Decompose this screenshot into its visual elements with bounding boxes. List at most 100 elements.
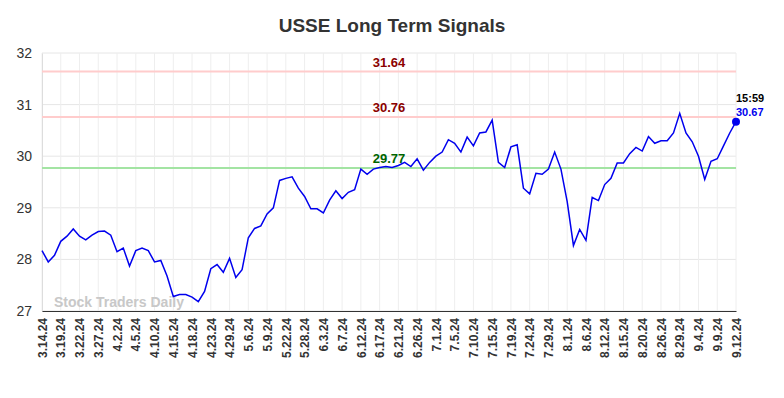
x-tick: 5.6.24 <box>242 311 256 351</box>
x-tick-label: 5.9.24 <box>261 318 275 352</box>
x-tick: 7.29.24 <box>542 311 556 358</box>
reference-label: 30.76 <box>373 100 406 115</box>
x-tick-label: 6.21.24 <box>392 318 406 358</box>
grid-line-x <box>285 53 286 311</box>
y-axis-line <box>42 54 43 312</box>
grid-line-x <box>135 53 136 311</box>
y-tick: 28 <box>16 251 42 267</box>
grid-line-x <box>548 53 549 311</box>
x-tick: 6.3.24 <box>317 311 331 351</box>
x-tick-label: 5.22.24 <box>280 318 294 358</box>
x-tick: 7.19.24 <box>505 311 519 358</box>
x-tick-label: 3.19.24 <box>54 318 68 358</box>
x-tick-label: 7.5.24 <box>448 318 462 352</box>
x-tick-label: 8.26.24 <box>655 318 669 358</box>
reference-line <box>42 71 736 73</box>
x-tick-label: 3.27.24 <box>92 318 106 358</box>
x-tick-label: 3.14.24 <box>36 318 50 358</box>
reference-line <box>42 116 736 118</box>
y-tick: 27 <box>16 303 42 319</box>
x-tick-label: 9.12.24 <box>730 318 744 358</box>
y-tick-label: 28 <box>16 251 32 267</box>
y-tick: 29 <box>16 200 42 216</box>
x-tick-label: 7.1.24 <box>430 318 444 352</box>
y-tick-label: 27 <box>16 303 32 319</box>
last-point <box>732 118 740 126</box>
grid-line-x <box>154 53 155 311</box>
grid-line-x <box>379 53 380 311</box>
grid-line-x <box>173 53 174 311</box>
grid-line-x <box>642 53 643 311</box>
last-value: 30.67 <box>736 106 764 118</box>
x-tick: 8.15.24 <box>617 311 631 358</box>
x-tick-label: 6.12.24 <box>355 318 369 358</box>
x-tick: 5.9.24 <box>261 311 275 351</box>
x-tick: 3.22.24 <box>73 311 87 358</box>
x-tick-label: 4.10.24 <box>148 318 162 358</box>
y-tick-label: 30 <box>16 148 32 164</box>
x-tick-label: 8.15.24 <box>617 318 631 358</box>
grid-line-x <box>267 53 268 311</box>
x-tick: 4.5.24 <box>129 311 143 351</box>
x-tick: 9.4.24 <box>692 311 706 351</box>
grid-line-x <box>567 53 568 311</box>
x-tick: 3.14.24 <box>36 311 50 358</box>
x-tick-label: 5.28.24 <box>298 318 312 358</box>
reference-label: 29.77 <box>373 151 406 166</box>
x-tick: 6.7.24 <box>336 311 350 351</box>
x-tick-label: 4.18.24 <box>186 318 200 358</box>
x-tick-label: 9.9.24 <box>711 318 725 352</box>
x-tick-label: 6.17.24 <box>373 318 387 358</box>
x-tick-label: 7.15.24 <box>486 318 500 358</box>
y-tick-label: 32 <box>16 45 32 61</box>
x-tick-label: 7.29.24 <box>542 318 556 358</box>
grid-line-x <box>510 53 511 311</box>
x-tick-label: 8.29.24 <box>673 318 687 358</box>
grid-line-x <box>360 53 361 311</box>
x-tick: 8.26.24 <box>655 311 669 358</box>
x-tick-label: 7.24.24 <box>523 318 537 358</box>
last-time: 15:59 <box>736 92 764 104</box>
grid-line-x <box>435 53 436 311</box>
x-tick: 4.29.24 <box>223 311 237 358</box>
grid-line <box>42 259 736 260</box>
x-tick: 7.1.24 <box>430 311 444 351</box>
grid-line-x <box>98 53 99 311</box>
grid-line-x <box>623 53 624 311</box>
x-tick: 8.1.24 <box>561 311 575 351</box>
x-tick-label: 4.29.24 <box>223 318 237 358</box>
x-tick: 8.29.24 <box>673 311 687 358</box>
x-tick-label: 4.5.24 <box>129 318 143 352</box>
grid-line <box>42 207 736 208</box>
grid-line <box>42 311 736 312</box>
x-tick-label: 9.4.24 <box>692 318 706 352</box>
grid <box>42 53 736 311</box>
grid-line-x <box>229 53 230 311</box>
x-tick-label: 6.3.24 <box>317 318 331 352</box>
x-tick: 4.15.24 <box>167 311 181 358</box>
x-tick: 8.12.24 <box>598 311 612 358</box>
x-tick: 7.5.24 <box>448 311 462 351</box>
x-tick: 6.12.24 <box>355 311 369 358</box>
y-tick-label: 29 <box>16 200 32 216</box>
grid-line <box>42 53 736 54</box>
y-tick-label: 31 <box>16 97 32 113</box>
x-tick-label: 3.22.24 <box>73 318 87 358</box>
x-tick: 6.26.24 <box>411 311 425 358</box>
grid-line-x <box>717 53 718 311</box>
x-tick-label: 8.12.24 <box>598 318 612 358</box>
x-tick: 8.6.24 <box>580 311 594 351</box>
grid-line-x <box>398 53 399 311</box>
grid-line-x <box>660 53 661 311</box>
x-axis: 3.14.243.19.243.22.243.27.244.2.244.5.24… <box>36 311 744 358</box>
x-tick-label: 7.19.24 <box>505 318 519 358</box>
grid-line-x <box>60 53 61 311</box>
reference-label: 31.64 <box>373 55 406 70</box>
x-tick: 5.28.24 <box>298 311 312 358</box>
grid-line-x <box>473 53 474 311</box>
title: USSE Long Term Signals <box>279 15 506 36</box>
x-tick: 4.10.24 <box>148 311 162 358</box>
x-tick: 5.22.24 <box>280 311 294 358</box>
x-tick-label: 8.20.24 <box>636 318 650 358</box>
grid-line-x <box>585 53 586 311</box>
